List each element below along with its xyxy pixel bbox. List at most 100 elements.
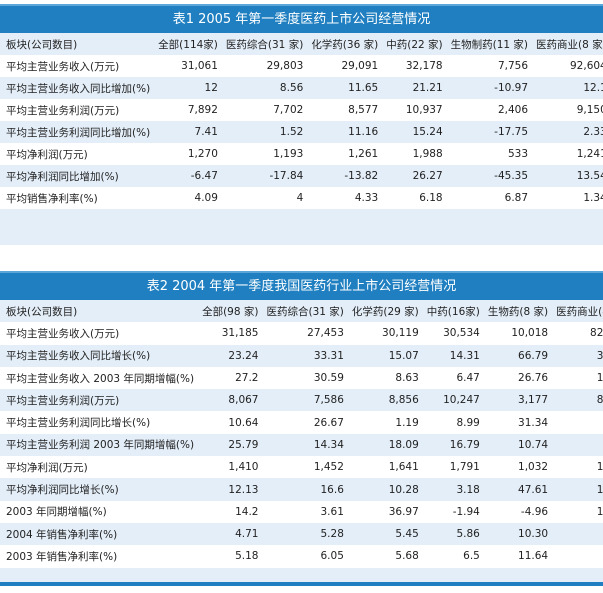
column-header: 板块(公司数目): [6, 305, 78, 318]
cell: 26.76: [518, 372, 549, 385]
cell: -45.35: [494, 170, 529, 182]
cell: 10.30: [518, 528, 549, 541]
cell: 29,803: [266, 60, 304, 72]
cell: 6.87: [504, 192, 529, 204]
cell: 8,941: [596, 394, 603, 407]
cell: 4.09: [194, 192, 218, 204]
row-label: 平均销售净利率(%): [6, 192, 98, 205]
row-label: 2004 年销售净利率(%): [6, 528, 118, 541]
cell: 1.32: [552, 523, 603, 545]
cell: 10.28: [388, 483, 419, 496]
cell: 1,791: [449, 461, 480, 474]
cell: 5.18: [235, 550, 259, 563]
row-label: 平均净利润(万元): [6, 461, 88, 474]
cell: 31,185: [221, 327, 259, 340]
cell: 8.56: [279, 82, 304, 94]
cell: 8,577: [348, 104, 379, 116]
cell: 92,604: [570, 60, 603, 72]
cell: 1.55: [552, 545, 603, 567]
cell: 7.41: [194, 126, 218, 138]
cell: 36.97: [388, 505, 419, 518]
row-label: 平均净利润同比增加(%): [6, 170, 119, 183]
spacer: [0, 567, 603, 582]
table-row: 平均主营业务利润 2003 年同期增幅(%) 25.79 14.34 18.09 16.…: [0, 433, 603, 457]
cell: 23.24: [228, 349, 259, 362]
cell: 3.61: [320, 505, 344, 518]
cell: 10,018: [511, 327, 549, 340]
table-row: 2004 年销售净利率(%) 4.71 5.28 5.45 5.86 10.301.32: [0, 522, 603, 546]
column-header: 生物药(8 家): [487, 305, 549, 318]
cell: 47.61: [518, 483, 549, 496]
table-row: 平均主营业务收入同比增长(%) 23.24 33.31 15.07 14.31 66.79…: [0, 344, 603, 367]
table2-title: 表2 2004 年第一季度我国医药行业上市公司经营情况: [0, 271, 603, 300]
cell: 5.86: [456, 528, 480, 541]
table-row: 平均主营业务收入 2003 年同期增幅(%) 27.2 30.59 8.63 6.47 2…: [0, 366, 603, 390]
cell: 11.16: [348, 126, 379, 138]
row-label: 平均主营业务利润(万元): [6, 104, 120, 117]
row-label: 平均主营业务收入 2003 年同期增幅(%): [6, 372, 195, 385]
table-row: 平均主营业务收入同比增加(%) 12 8.56 11.65 21.21 -10.97 12.…: [0, 77, 603, 99]
cell: 30.59: [313, 372, 344, 385]
cell: 533: [507, 148, 529, 160]
table-row: 平均净利润同比增加(%) -6.47 -17.84 -13.82 26.27 -45.35…: [0, 165, 603, 187]
cell: 10.74: [518, 438, 549, 451]
column-header: 全部(98 家): [202, 305, 259, 318]
cell: 8.99: [456, 416, 480, 429]
cell: 10,247: [443, 394, 480, 407]
cell: 7,586: [313, 394, 344, 407]
cell: 1.52: [279, 126, 304, 138]
cell: 5.68: [395, 550, 419, 563]
cell: 31.34: [518, 416, 549, 429]
table1: 板块(公司数目) 全部(114家) 医药综合(31 家) 化学药(36 家) 中药(22…: [0, 33, 603, 209]
column-header: 医药商业(8 家): [536, 38, 603, 51]
cell: 9,150: [576, 104, 603, 116]
cell: -6.47: [190, 170, 218, 182]
cell: 4.71: [235, 528, 259, 541]
cell: 1,452: [313, 461, 344, 474]
cell: 82,610: [590, 327, 603, 340]
cell: 6.5: [463, 550, 480, 563]
cell: 30.91: [596, 349, 603, 362]
cell: -13.82: [344, 170, 379, 182]
cell: 10,937: [405, 104, 443, 116]
cell: 1,270: [187, 148, 218, 160]
cell: 27,453: [307, 327, 344, 340]
row-label: 平均主营业务收入(万元): [6, 327, 120, 340]
cell: -1.94: [452, 505, 480, 518]
cell: 30,119: [382, 327, 419, 340]
cell: 11.63: [596, 483, 603, 496]
row-label: 平均净利润同比增长(%): [6, 484, 119, 497]
cell: 1,410: [228, 461, 259, 474]
row-label: 平均主营业务利润 2003 年同期增幅(%): [6, 439, 195, 452]
cell: 1,241: [576, 148, 603, 160]
column-header: 化学药(29 家): [351, 305, 419, 318]
table-row: 平均主营业务收入(万元) 31,185 27,453 30,119 30,534 10,0…: [0, 322, 603, 345]
column-header: 医药综合(31 家): [225, 38, 304, 51]
cell: 5.43: [552, 434, 603, 456]
cell: 6.47: [456, 372, 480, 385]
cell: 9.04: [552, 411, 603, 433]
cell: 1,093: [596, 461, 603, 474]
cell: 1.19: [395, 416, 419, 429]
row-label: 平均主营业务收入同比增加(%): [6, 82, 151, 95]
cell: 14.34: [313, 438, 344, 451]
cell: 29,091: [341, 60, 379, 72]
cell: 12.13: [228, 483, 259, 496]
table-row: 平均主营业务利润(万元) 7,892 7,702 8,577 10,937 2,406 9,…: [0, 99, 603, 121]
table-row: 2003 年销售净利率(%) 5.18 6.05 5.68 6.5 11.641.55: [0, 545, 603, 568]
column-header: 医药综合(31 家): [266, 305, 344, 318]
column-header: 全部(114家): [158, 38, 218, 51]
cell: 21.21: [412, 82, 443, 94]
row-label: 2003 年同期增幅(%): [6, 506, 107, 519]
cell: 1.34: [583, 192, 603, 204]
cell: -17.75: [494, 126, 529, 138]
cell: 26.27: [412, 170, 443, 182]
table2: 板块(公司数目) 全部(98 家) 医药综合(31 家) 化学药(29 家) 中药(16…: [0, 300, 603, 568]
cell: 2.33: [583, 126, 603, 138]
cell: 1,193: [273, 148, 304, 160]
column-header: 医药商业(8 家): [556, 305, 603, 318]
cell: 16.6: [320, 483, 344, 496]
column-header: 化学药(36 家): [311, 38, 379, 51]
cell: 3,177: [518, 394, 549, 407]
